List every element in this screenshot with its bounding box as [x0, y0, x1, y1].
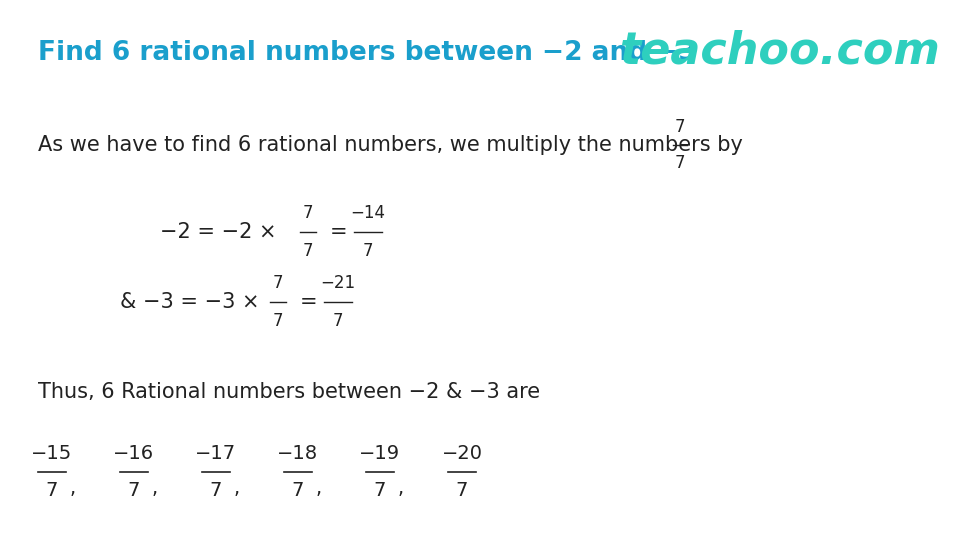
- Text: −15: −15: [32, 444, 73, 463]
- Text: 7: 7: [292, 481, 304, 500]
- Text: −19: −19: [359, 444, 400, 463]
- Text: 7: 7: [363, 242, 373, 260]
- Text: 7: 7: [333, 312, 344, 330]
- Text: 7: 7: [46, 481, 59, 500]
- Text: ,: ,: [152, 479, 158, 498]
- Text: −17: −17: [196, 444, 236, 463]
- Text: ,: ,: [70, 479, 76, 498]
- Text: & −3 = −3 ×: & −3 = −3 ×: [120, 292, 266, 312]
- Text: −20: −20: [442, 444, 483, 463]
- Text: −21: −21: [321, 274, 355, 292]
- Text: Thus, 6 Rational numbers between −2 & −3 are: Thus, 6 Rational numbers between −2 & −3…: [38, 382, 540, 402]
- Text: ,: ,: [398, 479, 404, 498]
- Text: As we have to find 6 rational numbers, we multiply the numbers by: As we have to find 6 rational numbers, w…: [38, 135, 750, 155]
- Text: −16: −16: [113, 444, 155, 463]
- Text: Find 6 rational numbers between −2 and −3: Find 6 rational numbers between −2 and −…: [38, 40, 697, 66]
- Text: 7: 7: [456, 481, 468, 500]
- Text: 7: 7: [675, 118, 685, 136]
- Text: ,: ,: [316, 479, 323, 498]
- Text: 7: 7: [273, 274, 283, 292]
- Text: 7: 7: [128, 481, 140, 500]
- Text: ,: ,: [234, 479, 240, 498]
- Text: 7: 7: [302, 204, 313, 222]
- Text: =: =: [330, 222, 348, 242]
- Text: teachoo.com: teachoo.com: [619, 30, 940, 73]
- Text: =: =: [300, 292, 318, 312]
- Text: 7: 7: [302, 242, 313, 260]
- Text: 7: 7: [210, 481, 222, 500]
- Text: 7: 7: [273, 312, 283, 330]
- Text: −14: −14: [350, 204, 386, 222]
- Text: −18: −18: [277, 444, 319, 463]
- Text: −2 = −2 ×: −2 = −2 ×: [160, 222, 283, 242]
- Text: 7: 7: [373, 481, 386, 500]
- Text: 7: 7: [675, 154, 685, 172]
